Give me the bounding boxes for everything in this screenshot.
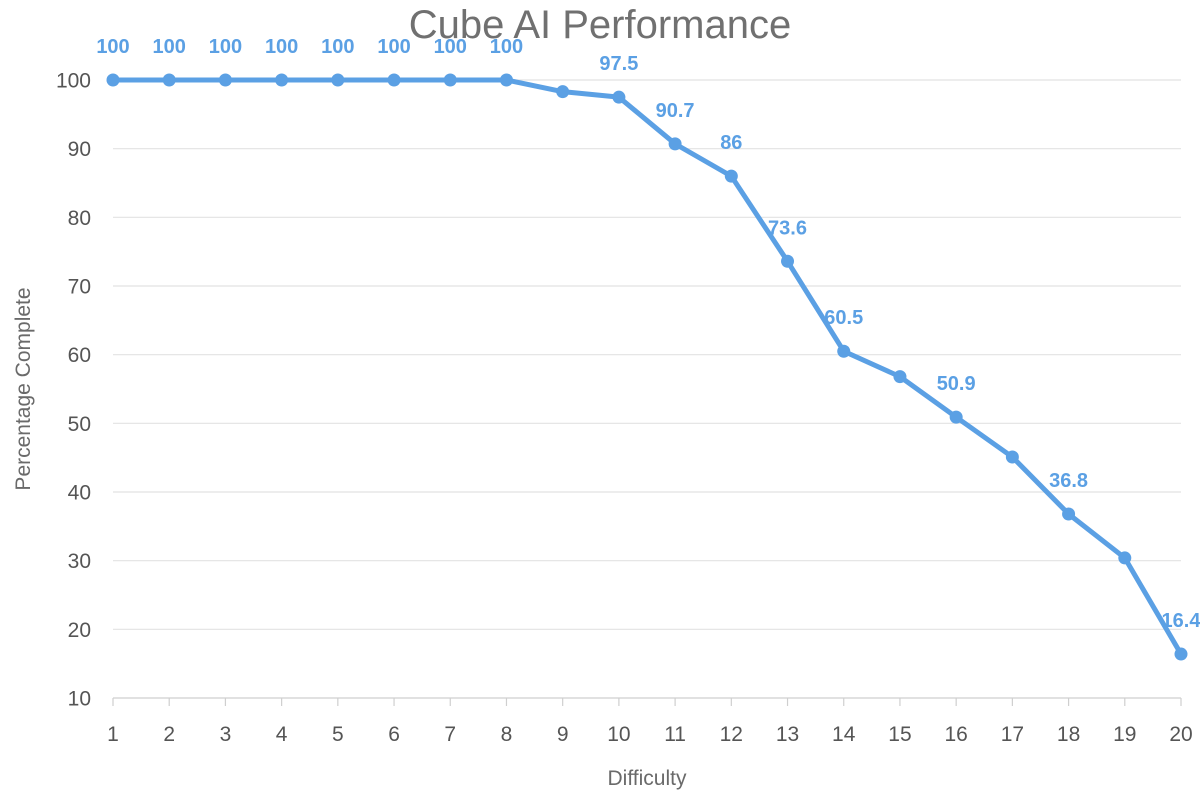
data-point	[331, 73, 345, 87]
data-label: 100	[265, 36, 298, 58]
y-tick-label: 40	[68, 482, 91, 505]
y-tick-label: 20	[68, 619, 91, 642]
data-label: 100	[377, 36, 410, 58]
data-label: 50.9	[937, 373, 976, 395]
x-tick-label: 2	[163, 723, 175, 746]
data-label: 100	[96, 36, 129, 58]
data-label: 60.5	[824, 307, 863, 329]
x-tick-label: 4	[276, 723, 288, 746]
data-label: 97.5	[599, 53, 638, 75]
data-label: 100	[321, 36, 354, 58]
data-label: 73.6	[768, 217, 807, 239]
y-tick-label: 10	[68, 688, 91, 711]
x-axis-title: Difficulty	[608, 767, 687, 790]
x-tick-label: 10	[607, 723, 630, 746]
y-tick-label: 70	[68, 276, 91, 299]
x-tick-label: 12	[720, 723, 743, 746]
y-tick-label: 80	[68, 207, 91, 230]
x-tick-label: 19	[1113, 723, 1136, 746]
data-point	[1005, 450, 1019, 464]
data-point	[1174, 647, 1188, 661]
x-tick-label: 5	[332, 723, 344, 746]
y-axis-title: Percentage Complete	[12, 287, 35, 490]
y-tick-label: 60	[68, 344, 91, 367]
data-label: 100	[209, 36, 242, 58]
x-tick-label: 15	[888, 723, 911, 746]
data-point	[162, 73, 176, 87]
series-line	[110, 77, 1184, 657]
x-tick-label: 17	[1001, 723, 1024, 746]
data-point	[387, 73, 401, 87]
x-tick-label: 16	[944, 723, 967, 746]
data-label: 100	[434, 36, 467, 58]
chart-title: Cube AI Performance	[409, 3, 791, 47]
x-tick-label: 11	[664, 723, 686, 746]
data-point	[668, 137, 682, 151]
data-point	[499, 73, 513, 87]
grid	[113, 79, 1181, 630]
x-tick-label: 1	[107, 723, 119, 746]
data-point	[1118, 551, 1132, 565]
data-point	[949, 410, 963, 424]
x-tick-label: 20	[1169, 723, 1192, 746]
data-point	[1062, 507, 1076, 521]
data-point	[781, 254, 795, 268]
data-label: 36.8	[1049, 470, 1088, 492]
data-label: 100	[153, 36, 186, 58]
x-tick-label: 6	[388, 723, 400, 746]
data-point	[556, 85, 570, 99]
x-tick-label: 14	[832, 723, 856, 746]
data-point	[893, 370, 907, 384]
data-labels: 100 100 100 100 100 100 100 100 97.5 90.7 86 73.6 60…	[96, 36, 1200, 632]
data-point	[724, 169, 738, 183]
y-tick-label: 30	[68, 550, 91, 573]
data-point	[106, 73, 120, 87]
data-point	[275, 73, 289, 87]
data-label: 16.4	[1162, 610, 1200, 632]
data-label: 90.7	[656, 100, 695, 122]
y-tick-label: 90	[68, 138, 91, 161]
data-label: 86	[720, 132, 742, 154]
y-tick-label: 100	[56, 70, 91, 93]
data-point	[612, 90, 626, 104]
data-point	[443, 73, 457, 87]
x-tick-label: 3	[220, 723, 232, 746]
y-tick-label: 50	[68, 413, 91, 436]
x-tick-label: 8	[501, 723, 513, 746]
data-label: 100	[490, 36, 523, 58]
series	[106, 73, 1188, 661]
x-tick-label: 9	[557, 723, 569, 746]
data-point	[218, 73, 232, 87]
x-tick-label: 7	[444, 723, 456, 746]
data-point	[837, 344, 851, 358]
x-tick-label: 18	[1057, 723, 1080, 746]
x-tick-label: 13	[776, 723, 799, 746]
